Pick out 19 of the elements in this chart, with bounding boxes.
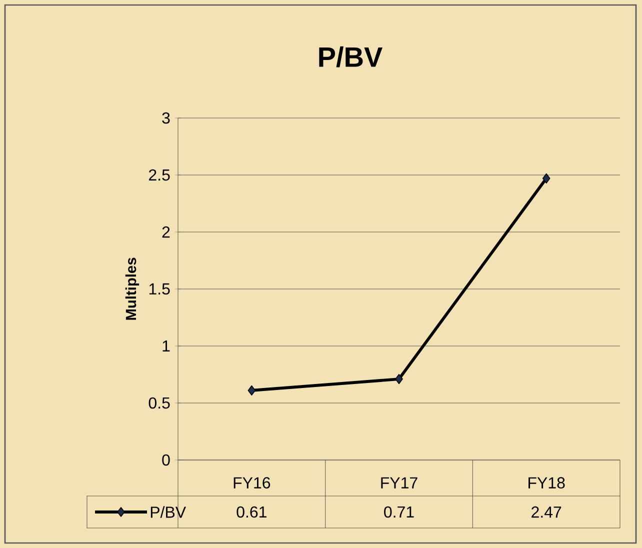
data-label: 0.61 — [236, 506, 266, 518]
y-tick-label: 2.5 — [149, 169, 170, 181]
y-axis-title: Multiples — [125, 258, 140, 320]
y-tick-label: 2 — [162, 226, 170, 238]
y-tick-label: 1 — [162, 340, 170, 352]
y-tick-label: 0.5 — [148, 397, 170, 409]
data-label: 0.71 — [384, 506, 414, 518]
y-tick-label: 0 — [162, 454, 170, 466]
y-tick-label: 3 — [162, 112, 170, 124]
x-tick-label: FY16 — [234, 477, 270, 488]
x-tick-label: FY17 — [381, 477, 418, 488]
point — [395, 374, 403, 384]
x-tick-label: FY18 — [528, 477, 565, 488]
data-label: 2.47 — [532, 506, 562, 518]
point — [248, 385, 256, 396]
y-tick-label: 1.5 — [149, 283, 170, 295]
chart-title: P/BV — [319, 46, 382, 68]
legend-label: P/BV — [150, 506, 186, 518]
point — [542, 173, 550, 184]
